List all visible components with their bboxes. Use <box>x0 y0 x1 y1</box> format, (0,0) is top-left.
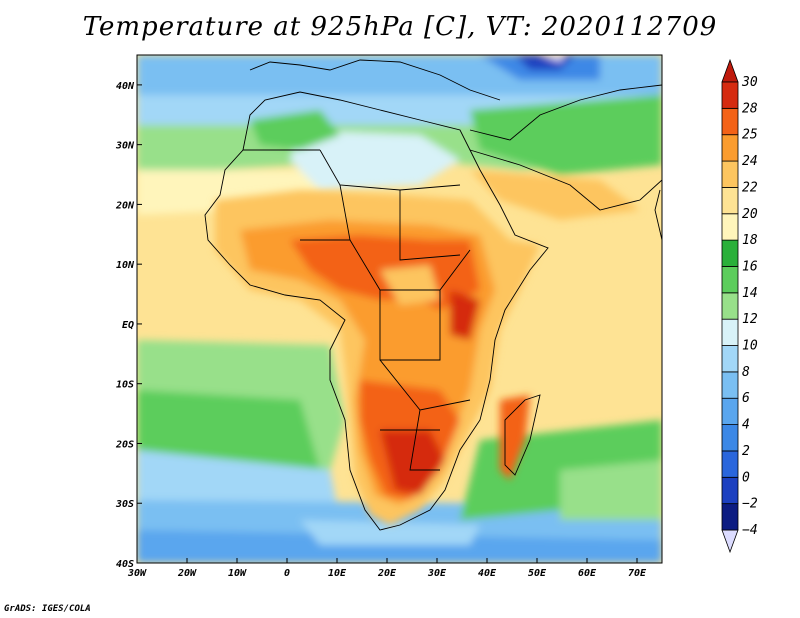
lat-tick-label: 40S <box>116 559 134 570</box>
lon-tick-label: 10E <box>328 568 347 579</box>
lat-tick-label: 30S <box>115 499 134 510</box>
colorbar-label: 28 <box>742 101 758 116</box>
lat-tick-label: 30N <box>115 141 135 152</box>
colorbar-box <box>721 160 739 188</box>
colorbar-label: 10 <box>742 339 758 354</box>
colorbar-label: 12 <box>742 312 758 327</box>
colorbar-label: 2 <box>742 444 750 459</box>
colorbar-label: 16 <box>742 259 758 274</box>
colorbar-box <box>721 266 739 294</box>
colorbar-box <box>721 450 739 478</box>
lon-tick-label: 40E <box>478 568 497 579</box>
lon-tick-label: 30E <box>427 568 447 579</box>
colorbar-box <box>721 292 739 320</box>
lat-tick-label: 40N <box>116 81 135 92</box>
lon-tick-label: 10W <box>228 568 247 579</box>
colorbar-label: 14 <box>742 286 758 301</box>
colorbar-box <box>721 187 739 215</box>
colorbar-label: 20 <box>742 207 758 222</box>
colorbar-box <box>721 397 739 425</box>
lon-tick-label: 30W <box>127 568 147 579</box>
lat-tick-label: 20N <box>115 200 135 211</box>
colorbar-box <box>721 213 739 241</box>
colorbar-box <box>721 503 739 531</box>
colorbar-label: 0 <box>742 470 750 485</box>
colorbar-box <box>721 371 739 399</box>
colorbar-label: 24 <box>742 154 758 169</box>
colorbar-label: −4 <box>742 523 758 538</box>
colorbar-box <box>721 318 739 346</box>
lon-tick-label: 0 <box>284 568 290 579</box>
map-title: Temperature at 925hPa [C], VT: 202011270… <box>82 12 718 42</box>
colorbar-label: 6 <box>742 391 750 406</box>
plot-frame <box>136 54 663 564</box>
colorbar-box <box>721 345 739 373</box>
colorbar-label: 4 <box>742 418 750 433</box>
axis-ticks: 30W 20W 10W 0 10E 20E 30E 40E 50E 60E 70E 40N 30N 20N… <box>115 81 647 579</box>
lon-tick-label: 20E <box>377 568 397 579</box>
colorbar-label: 25 <box>742 128 758 143</box>
lat-tick-label: 20S <box>115 439 134 450</box>
credit-text: GrADS: IGES/COLA <box>4 604 91 614</box>
coastlines <box>204 59 662 531</box>
temperature-field <box>137 55 662 563</box>
colorbar-box <box>721 134 739 162</box>
lon-tick-label: 70E <box>628 568 647 579</box>
lon-tick-label: 60E <box>578 568 597 579</box>
lat-tick-label: 10S <box>116 380 134 391</box>
lon-tick-label: 50E <box>528 568 547 579</box>
colorbar-low-arrow <box>721 529 739 554</box>
colorbar-high-arrow <box>721 58 739 83</box>
colorbar-label: 8 <box>742 365 750 380</box>
lat-tick-label: 10N <box>116 260 135 271</box>
colorbar-box <box>721 476 739 505</box>
colorbar-box <box>721 81 739 109</box>
colorbar-label: −2 <box>742 497 758 512</box>
lat-tick-label: EQ <box>122 320 134 331</box>
lon-tick-label: 20W <box>177 568 197 579</box>
colorbar-box <box>721 239 739 267</box>
colorbar-label: 22 <box>742 180 758 195</box>
colorbar-box <box>721 424 739 452</box>
colorbar-label: 18 <box>742 233 758 248</box>
colorbar-label: 30 <box>741 75 758 90</box>
colorbar-box <box>721 107 739 136</box>
